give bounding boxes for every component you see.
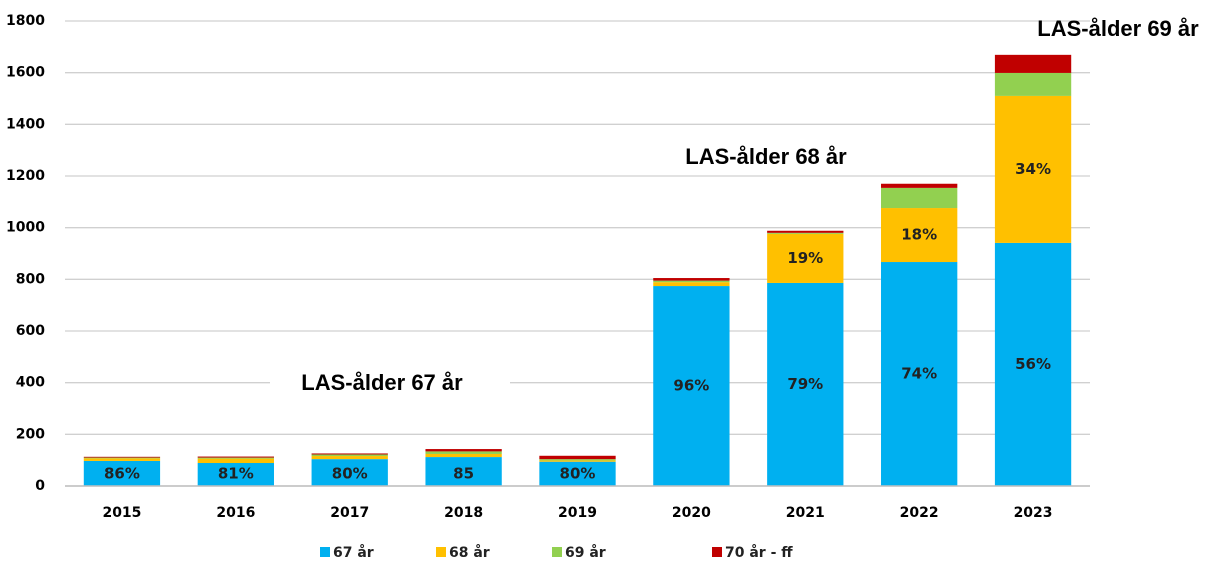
bar-segment	[994, 95, 1072, 243]
bar-segment	[767, 233, 844, 283]
y-tick-label: 600	[16, 323, 45, 339]
segment-label: 18%	[901, 226, 937, 244]
segment-label: 85	[453, 465, 474, 483]
bar-segment	[425, 451, 502, 454]
legend-label: 70 år - ff	[725, 544, 793, 561]
segment-label: 80%	[332, 465, 368, 483]
x-tick-label: 2020	[672, 505, 711, 521]
x-tick-label: 2023	[1014, 505, 1053, 521]
legend-swatch	[712, 547, 722, 557]
x-tick-label: 2018	[444, 505, 483, 521]
x-tick-label: 2021	[786, 505, 825, 521]
bar-segment	[197, 458, 274, 464]
segment-label: 74%	[901, 365, 937, 383]
y-tick-label: 400	[16, 375, 45, 391]
bar-segment	[881, 187, 958, 209]
annotation-backdrop	[648, 142, 880, 174]
bar-segment	[197, 457, 274, 459]
bar-segment	[197, 456, 274, 458]
annotation-backdrop	[270, 368, 510, 400]
bar-segment	[539, 461, 616, 486]
annotation: LAS-ålder 67 år	[301, 370, 463, 395]
annotation: LAS-ålder 68 år	[685, 144, 847, 169]
legend-label: 69 år	[565, 544, 606, 561]
bar-segment	[994, 54, 1072, 73]
y-tick-label: 0	[35, 478, 45, 494]
bar-segment	[881, 183, 958, 188]
segment-label: 34%	[1015, 160, 1051, 178]
bar-segment	[311, 453, 388, 455]
y-tick-label: 1000	[6, 220, 45, 236]
segment-label: 19%	[787, 249, 823, 267]
bar-segment	[767, 232, 844, 234]
segment-label: 80%	[560, 465, 596, 483]
y-tick-label: 200	[16, 426, 45, 442]
bar-segment	[653, 282, 730, 287]
x-tick-label: 2015	[102, 505, 141, 521]
bar-segment	[994, 242, 1072, 486]
bar-segment	[311, 456, 388, 460]
y-tick-label: 1400	[6, 116, 45, 132]
bar-segment	[994, 72, 1072, 96]
bar-segment	[653, 280, 730, 283]
legend-swatch	[552, 547, 562, 557]
bars: 86% 81% 80% 85 80% 96% 79% 19% 74% 18% 56% 34%	[83, 54, 1072, 486]
bar-segment	[767, 230, 844, 233]
bar-segment	[539, 459, 616, 461]
bar-segment	[425, 457, 502, 486]
bar-segment	[425, 449, 502, 452]
bar-segment	[197, 463, 274, 486]
bar-segment	[425, 453, 502, 458]
bar-segment	[653, 286, 730, 486]
bar-segment	[767, 282, 844, 486]
y-tick-label: 800	[16, 271, 45, 287]
legend-label: 68 år	[449, 544, 490, 561]
segment-label: 56%	[1015, 355, 1051, 373]
y-tick-label: 1600	[6, 65, 45, 81]
annotation: LAS-ålder 69 år	[1037, 16, 1199, 41]
bar-segment	[83, 457, 161, 459]
x-tick-label: 2016	[216, 505, 255, 521]
bar-segment	[83, 458, 161, 461]
legend-swatch	[320, 547, 330, 557]
grid	[65, 20, 1090, 487]
legend-label: 67 år	[333, 544, 374, 561]
y-tick-label: 1200	[6, 168, 45, 184]
bar-segment	[83, 456, 161, 458]
y-tick-label: 1800	[6, 13, 45, 29]
x-tick-label: 2017	[330, 505, 369, 521]
bar-segment	[653, 278, 730, 281]
segment-label: 81%	[218, 465, 254, 483]
x-tick-label: 2019	[558, 505, 597, 521]
segment-label: 79%	[787, 375, 823, 393]
segment-label: 86%	[104, 465, 140, 483]
bar-segment	[881, 208, 958, 263]
bar-segment	[83, 460, 161, 486]
bar-segment	[539, 455, 616, 460]
segment-label: 96%	[673, 377, 709, 395]
bar-segment	[539, 460, 616, 462]
legend-swatch	[436, 547, 446, 557]
bar-segment	[311, 459, 388, 486]
bar-segment	[881, 262, 958, 486]
x-tick-label: 2022	[900, 505, 939, 521]
bar-segment	[311, 454, 388, 457]
